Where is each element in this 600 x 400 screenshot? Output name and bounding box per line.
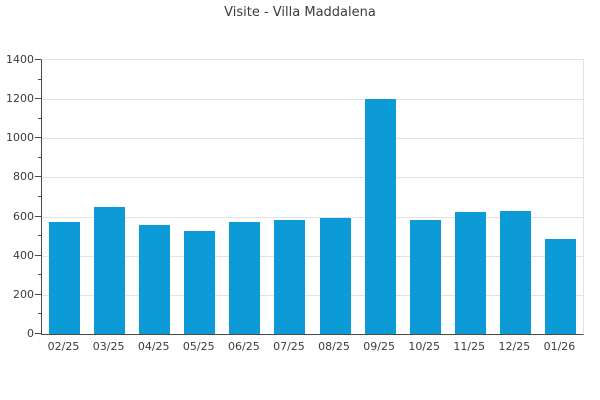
y-tick-label-400: 400 — [13, 248, 34, 262]
y-tick-label-1400: 1400 — [6, 53, 34, 66]
x-tick-label-04/25: 04/25 — [137, 340, 170, 353]
chart-title: Visite - Villa Maddalena — [224, 5, 376, 20]
y-minor-tick-500 — [38, 235, 41, 237]
y-minor-tick-700 — [38, 196, 41, 197]
gridline-1000 — [42, 138, 583, 140]
y-tick-label-200: 200 — [13, 287, 34, 301]
y-minor-tick-100 — [38, 313, 41, 315]
y-major-tick-200 — [35, 293, 41, 295]
bar-07/25 — [274, 220, 306, 334]
bar-03/25 — [94, 207, 126, 334]
x-tick-label-05/25: 05/25 — [182, 340, 215, 353]
bar-11/25 — [454, 212, 486, 334]
x-tick-label-11/25: 11/25 — [453, 340, 486, 353]
y-major-tick-1000 — [35, 137, 41, 139]
gridline-800 — [42, 177, 583, 179]
bar-12/25 — [499, 211, 531, 334]
y-major-tick-800 — [35, 176, 41, 178]
y-tick-label-0: 0 — [27, 327, 34, 340]
y-tick-label-1000: 1000 — [6, 131, 34, 145]
gridline-1200 — [42, 99, 583, 101]
gridline-600 — [42, 216, 583, 218]
gridline-400 — [42, 255, 583, 257]
y-tick-label-800: 800 — [13, 170, 34, 184]
bar-01/26 — [544, 239, 576, 334]
bar-08/25 — [319, 218, 351, 334]
bar-04/25 — [139, 225, 171, 334]
y-minor-tick-1100 — [38, 117, 41, 119]
x-tick-label-07/25: 07/25 — [273, 340, 305, 353]
y-minor-tick-300 — [38, 274, 41, 276]
y-minor-tick-1300 — [38, 78, 41, 80]
plot-area — [41, 59, 584, 335]
x-tick-label-08/25: 08/25 — [318, 340, 350, 353]
y-major-tick-1200 — [35, 98, 41, 100]
y-major-tick-600 — [35, 215, 41, 217]
y-major-tick-0 — [35, 333, 41, 334]
y-minor-tick-900 — [38, 156, 41, 158]
y-major-tick-400 — [35, 254, 41, 256]
x-tick-label-06/25: 06/25 — [228, 340, 260, 353]
x-tick-label-02/25: 02/25 — [47, 340, 80, 353]
x-tick-label-01/26: 01/26 — [543, 340, 576, 353]
bar-09/25 — [364, 99, 396, 334]
x-tick-label-12/25: 12/25 — [498, 340, 531, 353]
x-tick-label-03/25: 03/25 — [92, 340, 125, 353]
y-major-tick-1400 — [35, 59, 41, 60]
gridline-200 — [42, 294, 583, 296]
y-tick-label-600: 600 — [13, 209, 34, 223]
bar-02/25 — [49, 222, 81, 334]
bar-05/25 — [184, 231, 216, 334]
y-tick-label-1200: 1200 — [6, 92, 34, 106]
bar-10/25 — [409, 220, 441, 334]
x-tick-label-10/25: 10/25 — [408, 340, 441, 353]
x-tick-label-09/25: 09/25 — [363, 340, 395, 353]
bar-06/25 — [229, 222, 261, 334]
